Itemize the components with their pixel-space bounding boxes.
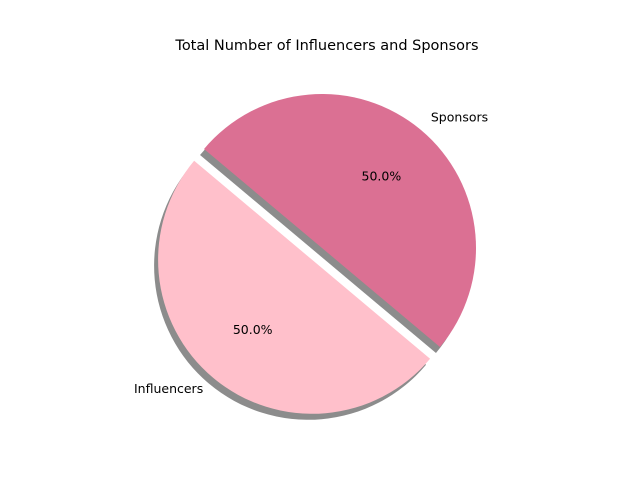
percent-label-sponsors: 50.0%: [362, 169, 402, 184]
percent-label-influencers: 50.0%: [233, 322, 273, 337]
pie-labels: Influencers 50.0% Sponsors 50.0%: [134, 110, 488, 396]
pie-slices: [158, 93, 476, 414]
pie-slice-influencers: [158, 160, 431, 414]
slice-label-influencers: Influencers: [134, 381, 203, 396]
slice-label-sponsors: Sponsors: [431, 110, 488, 125]
chart-title: Total Number of Influencers and Sponsors: [174, 38, 478, 54]
pie-slice-sponsors: [204, 93, 476, 347]
